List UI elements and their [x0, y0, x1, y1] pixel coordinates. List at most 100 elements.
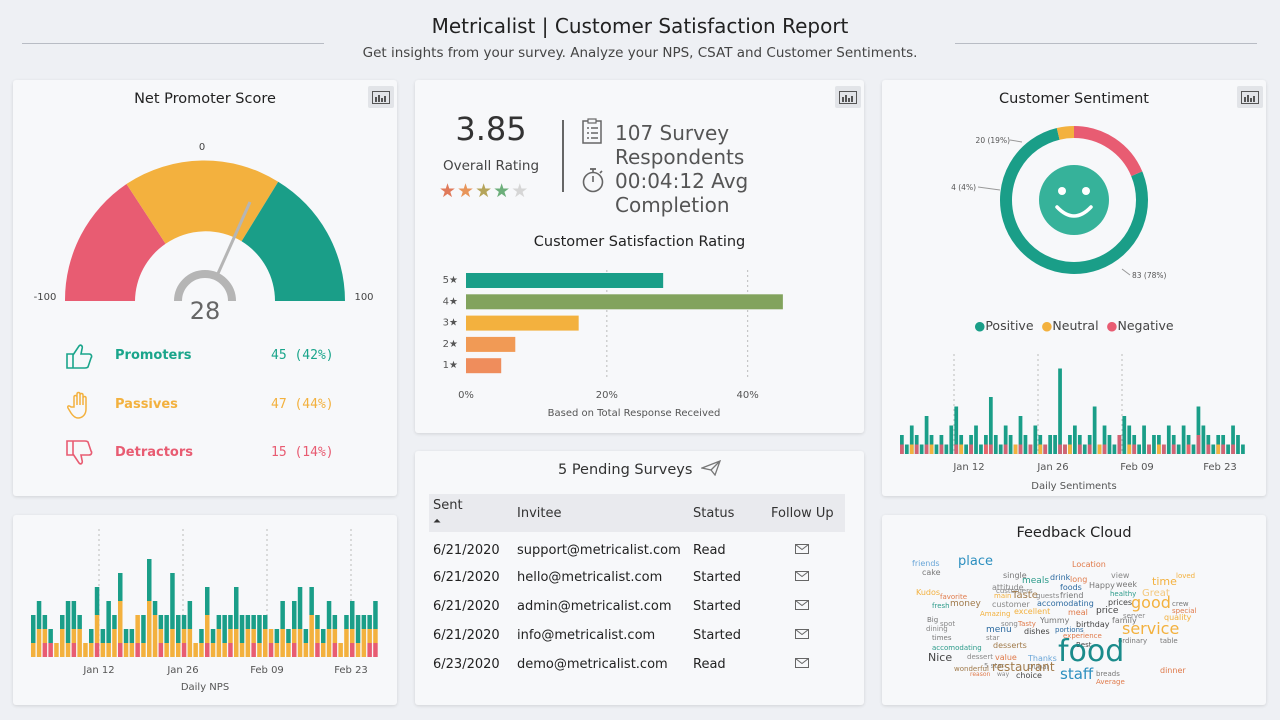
- cloud-word: food: [1058, 634, 1125, 669]
- cloud-word: dishes: [1024, 627, 1050, 636]
- negative-bar: [1102, 444, 1107, 454]
- nps-bar: [344, 629, 349, 657]
- nps-bar: [77, 629, 82, 657]
- nps-bar: [176, 643, 181, 657]
- mail-icon[interactable]: [795, 571, 809, 581]
- cloud-word: way: [997, 671, 1010, 678]
- negative-bar: [1196, 435, 1201, 454]
- nps-bar: [251, 615, 256, 629]
- nps-bar: [228, 629, 233, 643]
- leader-line: [977, 186, 1001, 191]
- positive-bar: [924, 416, 929, 454]
- table-row: 6/21/2020 hello@metricalist.com Started: [429, 563, 845, 592]
- nps-bar: [321, 643, 326, 657]
- star-icon: ★: [439, 180, 458, 202]
- chart-type-icon[interactable]: [1237, 86, 1263, 108]
- chart-type-icon[interactable]: [835, 86, 861, 108]
- cloud-word: family: [1112, 616, 1137, 625]
- cloud-word: Thanks: [1028, 654, 1057, 663]
- nps-bar: [280, 629, 285, 657]
- negative-bar: [1221, 444, 1226, 454]
- nps-bar: [71, 601, 77, 629]
- mail-icon[interactable]: [795, 629, 809, 639]
- nps-bar: [361, 629, 367, 657]
- nps-bar: [158, 643, 164, 657]
- nps-bar: [147, 559, 152, 601]
- negative-bar: [900, 444, 904, 454]
- cloud-title: Feedback Cloud: [1016, 525, 1132, 541]
- cell-sent: 6/21/2020: [433, 570, 500, 585]
- nps-bar: [205, 587, 210, 615]
- negative-bar: [954, 444, 959, 454]
- legend-negative[interactable]: Negative: [1117, 318, 1174, 333]
- positive-bar: [988, 397, 993, 454]
- nps-bar: [118, 643, 123, 657]
- nps-bar: [292, 601, 297, 629]
- header: Metricalist | Customer Satisfaction Repo…: [0, 0, 1280, 72]
- mail-icon[interactable]: [795, 544, 809, 554]
- negative-bar: [924, 444, 929, 454]
- nps-bar: [315, 643, 320, 657]
- table-row: 6/23/2020 demo@metricalist.com Read: [429, 650, 845, 679]
- cloud-word: staff: [1060, 665, 1094, 683]
- cloud-word: excellent: [1014, 607, 1051, 616]
- nps-bar: [94, 615, 100, 643]
- x-tick-label: 20%: [596, 390, 618, 401]
- cloud-word: choice: [1016, 671, 1042, 680]
- nps-bar: [176, 615, 181, 643]
- csat-bar: [466, 273, 664, 288]
- nps-bar: [210, 643, 216, 657]
- col-follow-up[interactable]: Follow Up: [767, 494, 845, 532]
- cloud-word: birthday: [1076, 620, 1110, 629]
- daily-sentiment-chart: Jan 12 Jan 26 Feb 09 Feb 23 Daily Sentiments: [900, 354, 1245, 492]
- csat-chart: 5★ 4★ 3★ 2★ 1★ 0% 20% 40% Based on Total Respons…: [443, 270, 783, 419]
- cloud-word: accomodating: [932, 644, 982, 652]
- positive-bar: [1226, 444, 1230, 454]
- col-sent[interactable]: Sent ⏶: [429, 494, 513, 532]
- neutral-bar: [1157, 444, 1161, 454]
- nps-bar: [170, 629, 175, 657]
- leader-line: [1009, 139, 1023, 143]
- cell-status: Read: [693, 657, 726, 672]
- neutral-bar: [959, 444, 964, 454]
- nps-bar: [112, 629, 117, 657]
- nps-bar: [332, 629, 338, 643]
- positive-bar: [1033, 425, 1038, 454]
- cloud-word: friend: [1060, 591, 1084, 600]
- nps-bar: [31, 643, 36, 657]
- nps-bar: [373, 601, 378, 629]
- positive-bar: [1191, 444, 1196, 454]
- positive-bar: [1023, 435, 1028, 454]
- cloud-word: wonderful: [954, 665, 989, 673]
- col-status[interactable]: Status: [689, 494, 767, 532]
- col-invitee[interactable]: Invitee: [513, 494, 689, 532]
- summary-divider: [562, 120, 564, 192]
- cell-invitee: hello@metricalist.com: [517, 570, 663, 585]
- nps-bar: [152, 615, 158, 657]
- negative-bar: [969, 444, 973, 454]
- neutral-bar: [929, 444, 934, 454]
- negative-bar: [1231, 444, 1235, 454]
- negative-bar: [1063, 444, 1067, 454]
- negative-bar: [988, 444, 993, 454]
- csat-footnote: Based on Total Response Received: [548, 408, 721, 419]
- nps-bar: [222, 643, 227, 657]
- nps-row-passives: Passives 47 (44%): [13, 391, 397, 421]
- cloud-word: Amazing: [980, 610, 1011, 618]
- chart-type-icon[interactable]: [368, 86, 394, 108]
- positive-bar: [954, 406, 959, 454]
- table-row: 6/21/2020 info@metricalist.com Started: [429, 621, 845, 650]
- cloud-word: meals: [1022, 576, 1050, 586]
- mail-icon[interactable]: [795, 600, 809, 610]
- nps-bar: [129, 643, 135, 657]
- legend-neutral[interactable]: Neutral: [1052, 318, 1099, 333]
- nps-bar: [245, 629, 251, 657]
- cloud-word: portions: [1055, 626, 1084, 634]
- legend-positive[interactable]: Positive: [985, 318, 1034, 333]
- cloud-word: customers: [996, 587, 1033, 595]
- mail-icon[interactable]: [795, 658, 809, 668]
- negative-bar: [1003, 444, 1008, 454]
- respondents-count: 107 Survey Respondents: [615, 121, 745, 169]
- nps-bar: [286, 629, 291, 643]
- bar-category-label: 2★: [443, 339, 458, 350]
